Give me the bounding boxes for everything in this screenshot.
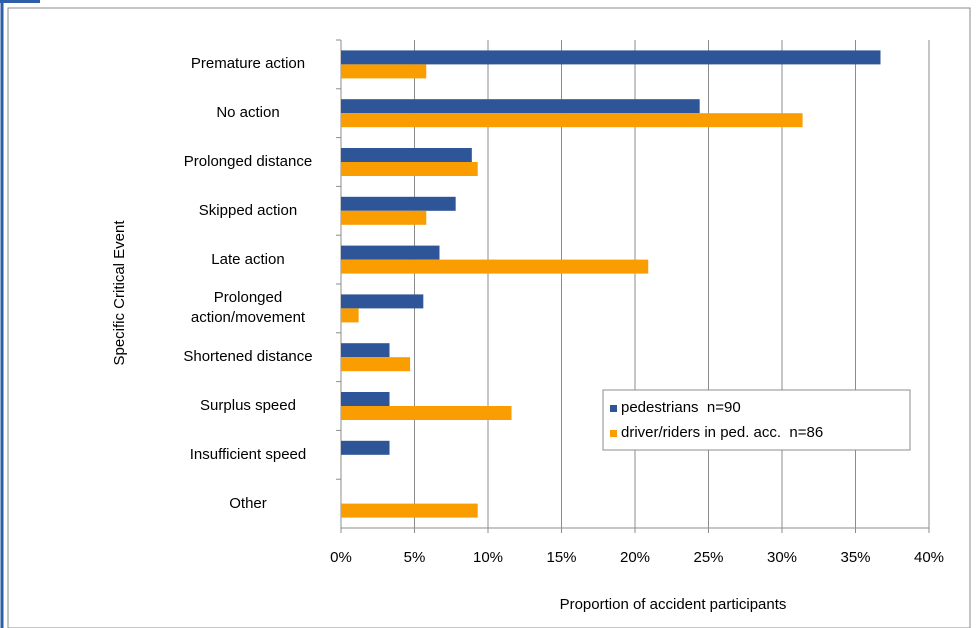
bar <box>341 196 456 211</box>
legend-label: pedestrians n=90 <box>621 399 741 416</box>
bar <box>341 245 440 260</box>
bar <box>341 64 427 79</box>
bar <box>341 259 649 274</box>
bar <box>341 392 390 406</box>
x-tick-label: 20% <box>620 549 650 566</box>
x-tick-label: 30% <box>767 549 797 566</box>
legend: pedestrians n=90 driver/riders in ped. ac… <box>602 389 911 451</box>
bar <box>341 503 478 518</box>
bar <box>341 343 390 358</box>
legend-label: driver/riders in ped. acc. n=86 <box>621 424 823 441</box>
bar <box>341 113 803 128</box>
bar <box>341 294 424 309</box>
legend-swatch <box>610 430 617 437</box>
x-tick-label: 0% <box>330 549 352 566</box>
bar <box>341 357 411 372</box>
x-tick-label: 35% <box>840 549 870 566</box>
bar <box>341 148 472 162</box>
x-axis-title: Proportion of accident participants <box>560 596 787 613</box>
bar <box>341 162 478 176</box>
y-tick-label: Skipped action <box>198 201 298 219</box>
y-tick-label: No action <box>216 104 280 122</box>
y-tick-label: Surplus speed <box>200 397 296 414</box>
bar <box>341 308 359 323</box>
bar <box>341 210 427 225</box>
x-tick-label: 15% <box>546 549 576 566</box>
y-tick-label: Prolonged distance <box>183 153 313 170</box>
y-tick-label: Shortened distance <box>183 348 313 366</box>
bar <box>341 440 390 455</box>
x-tick-label: 5% <box>404 549 426 566</box>
y-axis-title: Specific Critical Event <box>111 220 128 366</box>
bar <box>341 99 700 114</box>
bar <box>341 406 512 420</box>
y-tick-label: Late action <box>211 250 285 268</box>
x-tick-label: 40% <box>914 549 944 566</box>
y-tick-label: Other <box>229 494 267 512</box>
y-tick-label: Insufficient speed <box>189 445 307 463</box>
legend-box <box>602 389 911 451</box>
x-tick-label: 25% <box>693 549 723 566</box>
y-tick-label: Premature action <box>190 55 306 73</box>
bar <box>341 50 881 65</box>
y-tick-label: Prolonged action/movement <box>190 289 306 327</box>
x-tick-label: 10% <box>473 549 503 566</box>
legend-swatch <box>610 405 617 412</box>
